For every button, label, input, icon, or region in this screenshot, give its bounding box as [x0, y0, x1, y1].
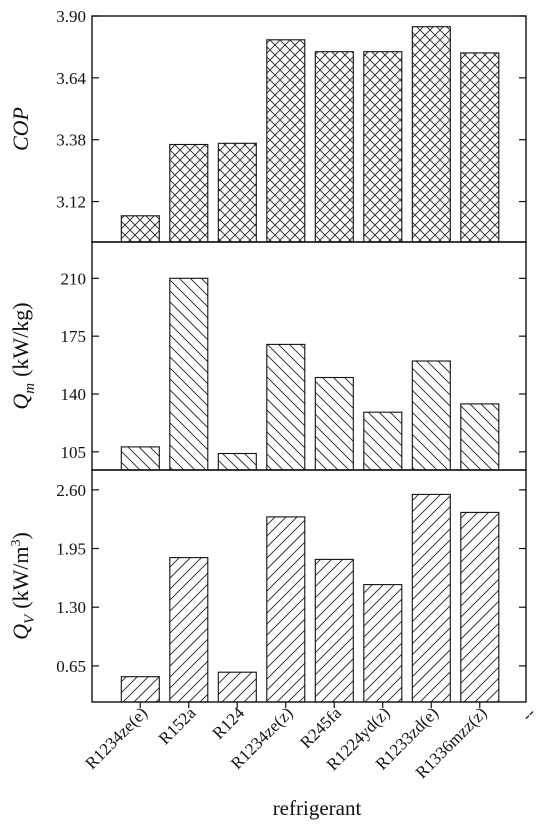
- bar-R1234ze(e): [120, 446, 160, 471]
- bar-R1233zd(e): [411, 26, 451, 243]
- bar-R1233zd(e): [411, 493, 451, 703]
- panel-2: 105 140 175 210 Qm(kW/kg): [8, 241, 527, 471]
- y-tick-label: 0.65: [56, 657, 86, 676]
- x-tick-label: R1234ze(e): [82, 703, 152, 773]
- bar-R245fa: [314, 51, 354, 243]
- y-tick-label: 1.95: [56, 540, 86, 559]
- y-tick-label: 1.30: [56, 598, 86, 617]
- chart-panels: 3.12 3.38 3.64 3.90 COP 105 140 175 210 Qm(kW/kg)…: [8, 7, 527, 703]
- bar-R1336mzz(z): [460, 52, 500, 243]
- panel-1: 3.12 3.38 3.64 3.90 COP: [8, 7, 527, 243]
- bar-R245fa: [314, 376, 354, 471]
- bar-R1234ze(e): [120, 215, 160, 243]
- bar-R1224yd(z): [363, 584, 403, 703]
- bar-R1336mzz(z): [460, 511, 500, 703]
- y-tick-label: 3.12: [56, 193, 86, 212]
- panel-3: 0.65 1.30 1.95 2.60 QV(kW/m3): [8, 469, 527, 703]
- bar-R1234ze(z): [266, 343, 306, 471]
- x-tick-label: R124: [209, 703, 249, 743]
- y-axis-label: QV(kW/m3): [8, 532, 38, 640]
- bar-R245fa: [314, 558, 354, 703]
- bar-R1224yd(z): [363, 411, 403, 471]
- y-tick-label: 175: [61, 327, 87, 346]
- bar-R152a: [169, 557, 209, 703]
- bar-R1233zd(e): [411, 360, 451, 471]
- bar-R124: [217, 671, 257, 703]
- bar-R1224yd(z): [363, 51, 403, 243]
- y-tick-label: 210: [61, 269, 87, 288]
- y-tick-label: 3.64: [56, 69, 86, 88]
- x-axis-label: refrigerant: [273, 796, 362, 820]
- y-axis-label: Qm(kW/kg): [8, 302, 38, 409]
- y-tick-label: 140: [61, 385, 87, 404]
- y-axis-label: COP: [8, 107, 33, 151]
- bar-R1336mzz(z): [460, 403, 500, 471]
- bar-R152a: [169, 277, 209, 471]
- panel-frame: [91, 469, 527, 703]
- x-tick-label: R152a: [155, 703, 200, 748]
- bar-R1234ze(z): [266, 39, 306, 243]
- x-tick-label-extra: --: [518, 703, 540, 725]
- y-tick-label: 105: [61, 443, 87, 462]
- bar-R1234ze(e): [120, 676, 160, 703]
- y-tick-label: 2.60: [56, 481, 86, 500]
- bar-R124: [217, 142, 257, 243]
- y-tick-label: 3.38: [56, 131, 86, 150]
- bar-R124: [217, 452, 257, 471]
- bar-R152a: [169, 143, 209, 243]
- bar-R1234ze(z): [266, 516, 306, 703]
- y-tick-label: 3.90: [56, 7, 86, 26]
